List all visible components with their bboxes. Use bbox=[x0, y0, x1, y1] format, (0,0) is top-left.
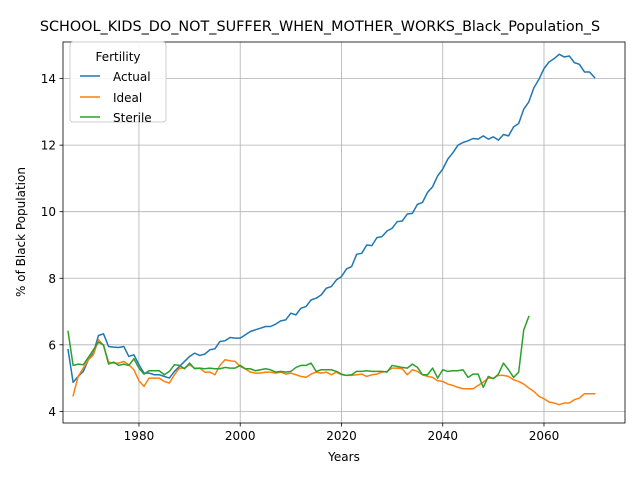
series-lines bbox=[67, 53, 596, 406]
x-tick-label: 2000 bbox=[225, 429, 256, 443]
legend-label-ideal: Ideal bbox=[113, 91, 142, 105]
y-tick-label: 14 bbox=[41, 72, 56, 86]
legend-label-actual: Actual bbox=[113, 70, 151, 84]
series-line-ideal bbox=[72, 339, 596, 406]
x-tick-label: 2060 bbox=[529, 429, 560, 443]
y-tick-label: 6 bbox=[48, 338, 56, 352]
x-tick-label: 2020 bbox=[326, 429, 357, 443]
legend-frame bbox=[69, 41, 167, 123]
x-tick-label: 1980 bbox=[124, 429, 155, 443]
x-tick-label: 2040 bbox=[427, 429, 458, 443]
chart-title: SCHOOL_KIDS_DO_NOT_SUFFER_WHEN_MOTHER_WO… bbox=[40, 19, 600, 35]
x-axis-ticks: 1980 2000 2020 2040 2060 bbox=[124, 423, 560, 443]
y-tick-label: 8 bbox=[48, 272, 56, 286]
legend-title: Fertility bbox=[95, 50, 140, 64]
y-tick-label: 10 bbox=[41, 205, 56, 219]
y-tick-label: 4 bbox=[48, 405, 56, 419]
series-line-sterile bbox=[67, 315, 530, 389]
y-axis-ticks: 4 6 8 10 12 14 bbox=[41, 72, 63, 419]
plot-frame bbox=[62, 41, 626, 424]
series-line-actual bbox=[67, 53, 596, 384]
legend: Fertility Actual Ideal Sterile bbox=[69, 41, 167, 125]
x-axis-label: Years bbox=[327, 450, 360, 464]
legend-label-sterile: Sterile bbox=[113, 111, 152, 125]
y-axis-label: % of Black Population bbox=[14, 167, 28, 297]
y-tick-label: 12 bbox=[41, 139, 56, 153]
